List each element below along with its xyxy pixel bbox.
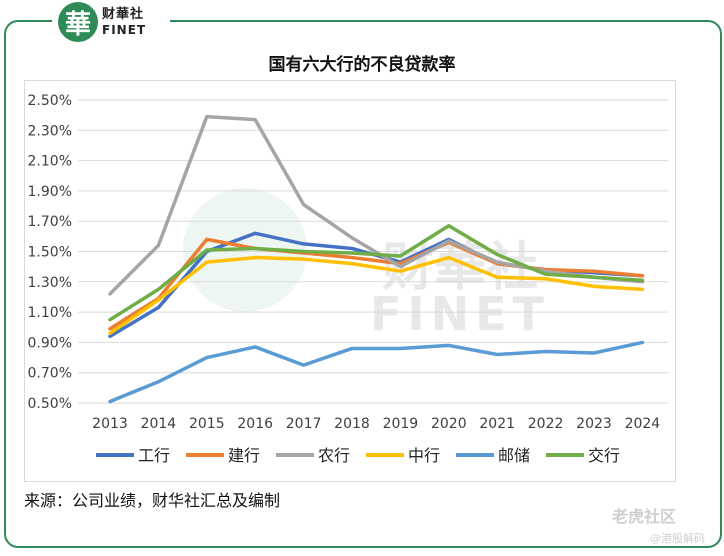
author-watermark: @港股解码 [650,532,705,545]
logo-cn-text: 财華社 [102,7,145,22]
source-note: 来源：公司业绩，财华社汇总及编制 [24,491,281,510]
legend-label: 工行 [138,446,170,465]
x-tick-label: 2015 [189,416,225,432]
y-tick-label: 1.90% [28,184,72,200]
x-tick-label: 2016 [237,416,273,432]
y-tick-label: 0.90% [28,335,72,351]
x-tick-label: 2021 [479,416,515,432]
series-line-邮储 [108,340,645,404]
series-line-交行 [108,223,645,322]
x-tick-label: 2013 [92,416,128,432]
y-tick-label: 2.10% [28,154,72,170]
y-tick-label: 2.50% [28,93,72,109]
logo-en-text: FINET [102,23,147,37]
x-tick-label: 2020 [431,416,467,432]
x-tick-label: 2022 [528,416,564,432]
x-tick-label: 2024 [625,416,661,432]
y-tick-label: 2.30% [28,123,72,139]
legend-label: 建行 [228,446,260,465]
x-tick-label: 2019 [383,416,419,432]
x-tick-label: 2018 [334,416,370,432]
x-tick-label: 2023 [576,416,612,432]
chart-title: 国有六大行的不良贷款率 [268,55,456,75]
legend-label: 邮储 [498,446,530,465]
legend-label: 农行 [318,446,350,465]
series-line-农行 [108,114,645,296]
series-line-建行 [108,237,645,331]
legend-label: 中行 [408,446,440,465]
finet-logo: 華 财華社 FINET [52,0,170,44]
series-line-中行 [108,255,645,336]
y-tick-label: 0.50% [28,396,72,412]
y-tick-label: 0.70% [28,366,72,382]
y-tick-label: 1.70% [28,214,72,230]
y-tick-label: 1.50% [28,245,72,261]
watermark-en-text: FINET [370,287,550,341]
legend-label: 交行 [588,446,620,465]
logo-seal-icon: 華 [58,2,98,42]
y-tick-label: 1.10% [28,305,72,321]
x-tick-label: 2017 [286,416,322,432]
x-tick-label: 2014 [141,416,177,432]
y-tick-label: 1.30% [28,275,72,291]
tiger-community-watermark: 老虎社区 [612,507,677,526]
